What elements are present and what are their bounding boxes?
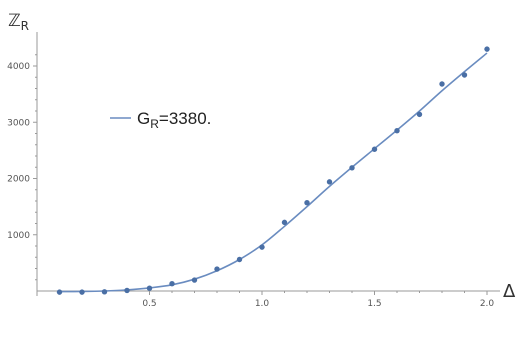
data-point (304, 199, 310, 206)
data-point (259, 244, 265, 250)
y-axis: 1000 2000 3000 4000 ℤR (7, 11, 38, 296)
data-point (236, 256, 243, 263)
y-axis-title: ℤR (8, 11, 29, 33)
data-point (349, 165, 355, 171)
data-point (146, 285, 153, 291)
legend-label-rest: =3380. (159, 109, 211, 128)
data-point (326, 179, 333, 185)
data-point (191, 277, 198, 283)
y-tick-label-3: 4000 (7, 62, 30, 72)
x-ticks: 0.5 1.0 1.5 2.0 (59, 291, 495, 309)
x-tick-label-2: 1.5 (367, 299, 381, 309)
data-point (214, 266, 220, 272)
data-point (124, 287, 130, 294)
data-point (484, 46, 490, 52)
y-axis-title-sub: R (21, 19, 29, 33)
fit-curve-path (59, 52, 488, 293)
x-tick-label-3: 2.0 (480, 299, 495, 309)
data-point (79, 289, 85, 295)
legend: GR=3380. (110, 109, 211, 131)
x-tick-label-1: 1.0 (255, 299, 270, 309)
data-point (101, 289, 108, 295)
data-point (169, 280, 175, 287)
y-tick-label-1: 2000 (7, 175, 30, 185)
y-axis-title-main: ℤ (8, 11, 21, 31)
y-ticks: 1000 2000 3000 4000 (7, 54, 37, 281)
data-point (56, 289, 63, 295)
data-point (461, 72, 468, 78)
x-tick-label-0: 0.5 (142, 299, 156, 309)
fit-curve (59, 52, 488, 293)
x-axis-title: Δ (503, 281, 516, 302)
legend-label-main: G (137, 109, 150, 128)
data-points (56, 46, 490, 295)
data-point (371, 146, 378, 152)
x-axis: 0.5 1.0 1.5 2.0 Δ (37, 281, 516, 309)
data-point (281, 219, 288, 226)
legend-label-sub: R (150, 117, 159, 131)
legend-label: GR=3380. (137, 109, 211, 131)
y-tick-label-0: 1000 (7, 231, 30, 241)
y-tick-label-2: 3000 (7, 118, 30, 128)
data-point (394, 127, 400, 134)
data-point (416, 111, 423, 118)
data-point (439, 81, 445, 87)
